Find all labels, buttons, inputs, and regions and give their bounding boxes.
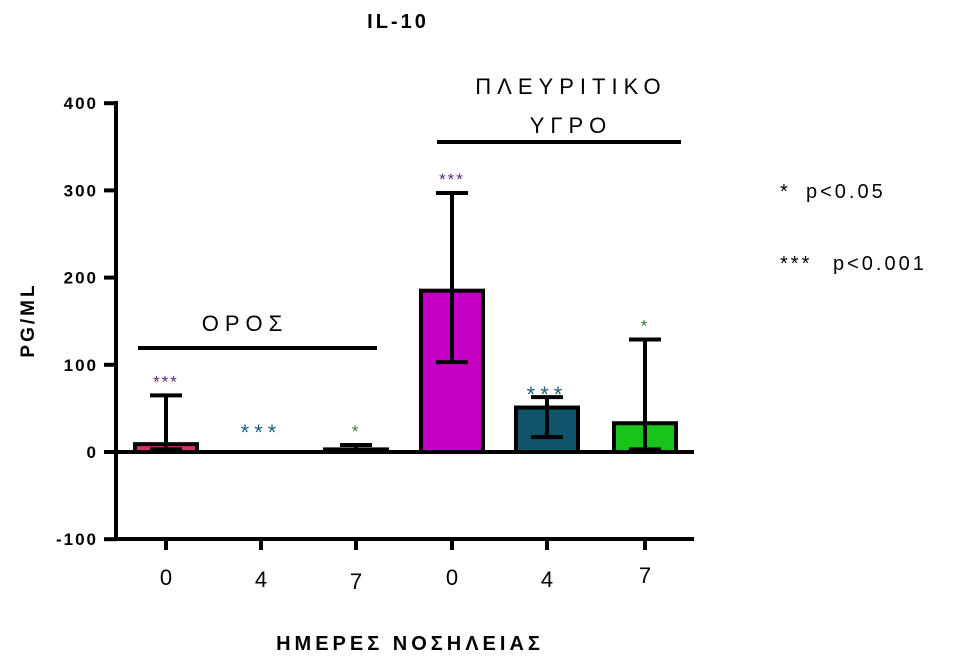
legend-symbol-2: ***	[780, 253, 812, 275]
y-tick-label-0: 400	[64, 94, 98, 113]
y-tick-label-1: 300	[64, 181, 98, 200]
y-tick-label-4: 0	[87, 443, 98, 462]
x-tick-label-0: 0	[160, 565, 172, 590]
x-axis-label: ΗΜΕΡΕΣ ΝΟΣΗΛΕΙΑΣ	[276, 633, 544, 655]
x-tick-label-1: 4	[255, 567, 267, 592]
x-tick-label-5: 7	[639, 563, 651, 588]
chart-title: IL-10	[367, 11, 429, 33]
significance-marker-1: ***	[241, 420, 282, 445]
significance-marker-5: *	[641, 317, 650, 336]
significance-marker-4: ***	[527, 382, 568, 407]
y-ticks: 400 300 200 100 0 -100	[56, 94, 116, 549]
legend-text-1: p<0.05	[806, 181, 886, 203]
y-axis-label: PG/ML	[18, 282, 39, 357]
significance-marker-3: ***	[439, 170, 465, 189]
significance-marker-0: ***	[153, 372, 179, 391]
y-tick-label-5: -100	[56, 530, 98, 549]
group-label-pleural-line1: ΠΛΕΥΡΙΤΙΚΟ	[475, 74, 666, 99]
group-label-serum: ΟΡΟΣ	[202, 311, 289, 336]
legend-symbol-1: *	[780, 181, 791, 203]
significance-marker-2: *	[352, 422, 361, 441]
x-ticks: 0 4 7 0 4 7	[160, 539, 651, 594]
x-tick-label-2: 7	[350, 569, 362, 594]
y-tick-label-3: 100	[64, 356, 98, 375]
x-tick-label-4: 4	[541, 567, 553, 592]
y-tick-label-2: 200	[64, 269, 98, 288]
legend: * p<0.05 *** p<0.001	[780, 181, 927, 275]
group-label-pleural-line2: ΥΓΡΟ	[530, 113, 613, 138]
x-tick-label-3: 0	[446, 565, 458, 590]
legend-text-2: p<0.001	[833, 253, 927, 275]
